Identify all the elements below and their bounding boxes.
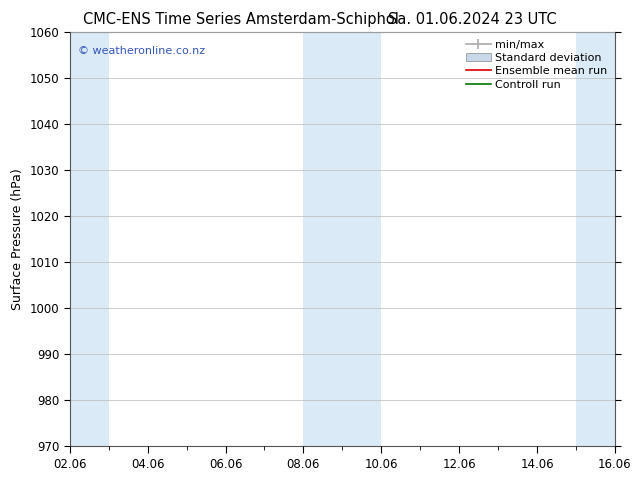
Text: © weatheronline.co.nz: © weatheronline.co.nz: [78, 47, 205, 56]
Bar: [576, 32, 634, 446]
Bar: [304, 32, 381, 446]
Bar: [70, 32, 108, 446]
Text: Sa. 01.06.2024 23 UTC: Sa. 01.06.2024 23 UTC: [388, 12, 557, 27]
Y-axis label: Surface Pressure (hPa): Surface Pressure (hPa): [11, 168, 24, 310]
Legend: min/max, Standard deviation, Ensemble mean run, Controll run: min/max, Standard deviation, Ensemble me…: [464, 37, 609, 92]
Text: CMC-ENS Time Series Amsterdam-Schiphol: CMC-ENS Time Series Amsterdam-Schiphol: [83, 12, 399, 27]
